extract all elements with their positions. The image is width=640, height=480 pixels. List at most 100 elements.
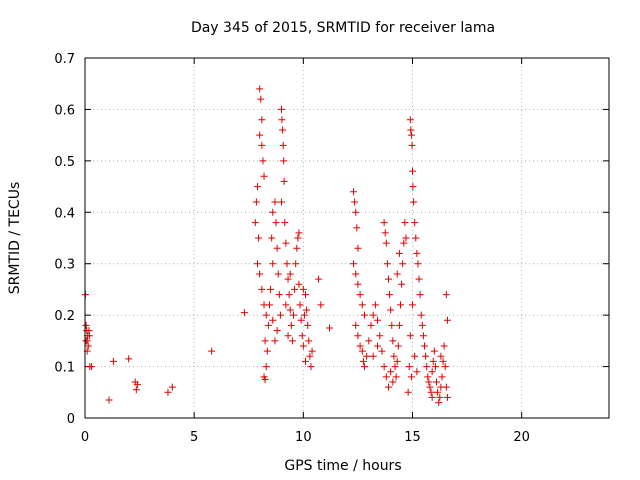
data-point <box>395 249 403 257</box>
data-point <box>374 316 382 324</box>
data-point <box>82 337 90 345</box>
data-point <box>419 332 427 340</box>
y-tick-label: 0.7 <box>54 52 75 67</box>
x-axis-label: GPS time / hours <box>284 458 401 474</box>
data-point <box>353 224 361 232</box>
data-point <box>358 347 366 355</box>
data-point <box>413 249 421 257</box>
data-point <box>371 301 379 309</box>
data-point <box>261 337 269 345</box>
data-point <box>350 260 358 268</box>
data-point <box>267 285 275 293</box>
data-point <box>428 393 436 401</box>
data-point <box>442 383 450 391</box>
data-point <box>315 275 323 283</box>
data-point <box>401 219 409 227</box>
data-point <box>287 321 295 329</box>
data-point <box>256 131 264 139</box>
data-point <box>416 291 424 299</box>
data-point <box>426 383 434 391</box>
data-point <box>352 321 360 329</box>
data-point <box>164 388 172 396</box>
data-point <box>354 244 362 252</box>
data-point <box>356 291 364 299</box>
data-point <box>443 316 451 324</box>
data-point <box>286 270 294 278</box>
data-point <box>271 337 279 345</box>
data-point <box>82 321 90 329</box>
data-point <box>251 219 259 227</box>
data-point <box>273 244 281 252</box>
data-point <box>409 167 416 175</box>
data-point <box>262 363 270 371</box>
data-point <box>273 327 281 335</box>
chart-title: Day 345 of 2015, SRMTID for receiver lam… <box>191 20 495 36</box>
data-point <box>278 116 286 124</box>
data-point <box>358 301 366 309</box>
data-point <box>255 234 263 242</box>
data-point <box>359 357 367 365</box>
data-point <box>305 337 313 345</box>
x-tick-label: 15 <box>404 430 421 445</box>
data-point <box>411 219 419 227</box>
data-point <box>286 306 294 314</box>
data-point <box>369 311 377 319</box>
data-point <box>438 373 446 381</box>
data-point <box>387 306 395 314</box>
data-point <box>284 332 292 340</box>
data-point <box>256 85 264 93</box>
data-point <box>299 342 307 350</box>
data-point <box>424 373 432 381</box>
data-point <box>299 285 307 293</box>
data-point <box>109 357 117 365</box>
data-point <box>398 280 406 288</box>
data-point <box>306 352 314 360</box>
data-point <box>392 373 400 381</box>
data-point <box>442 291 450 299</box>
data-point <box>282 239 290 247</box>
data-point <box>300 311 308 319</box>
data-point <box>252 198 260 206</box>
data-point <box>304 321 312 329</box>
data-point <box>294 234 302 242</box>
data-point <box>412 234 420 242</box>
data-point <box>262 311 270 319</box>
data-point <box>240 309 248 317</box>
data-point <box>256 270 264 278</box>
data-point <box>281 219 289 227</box>
data-point <box>388 321 396 329</box>
y-tick-label: 0 <box>67 412 75 427</box>
x-tick-label: 5 <box>190 430 198 445</box>
data-point <box>409 301 416 309</box>
data-point <box>417 311 425 319</box>
data-point <box>293 244 301 252</box>
data-point <box>284 275 292 283</box>
data-point <box>354 332 362 340</box>
data-point <box>418 321 426 329</box>
data-point <box>276 311 284 319</box>
data-point <box>393 357 401 365</box>
data-point <box>407 373 415 381</box>
data-point <box>263 347 271 355</box>
data-point <box>132 386 140 394</box>
data-point <box>437 352 445 360</box>
data-point <box>360 363 368 371</box>
data-point <box>395 321 403 329</box>
data-point <box>408 141 416 149</box>
data-point <box>295 229 303 237</box>
data-point <box>406 332 414 340</box>
data-point <box>125 355 133 363</box>
data-point <box>427 388 435 396</box>
data-point <box>85 332 93 340</box>
y-tick-label: 0.5 <box>54 155 75 170</box>
data-point <box>414 260 422 268</box>
data-point <box>405 363 413 371</box>
data-point <box>282 301 290 309</box>
data-point <box>352 208 360 216</box>
data-point <box>258 141 266 149</box>
y-tick-label: 0.3 <box>54 258 75 273</box>
data-point <box>265 301 273 309</box>
data-point <box>409 183 417 191</box>
data-point <box>288 337 296 345</box>
